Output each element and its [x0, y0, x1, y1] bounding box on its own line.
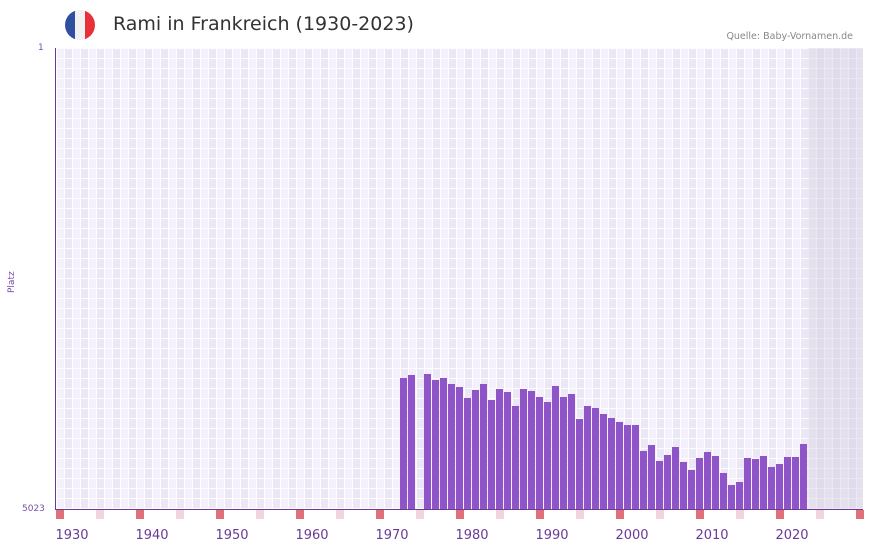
bar-1995[interactable] — [584, 406, 591, 509]
bar-2008[interactable] — [688, 470, 695, 509]
half-decade-marker — [176, 510, 184, 519]
bar-1972[interactable] — [400, 378, 407, 509]
half-decade-marker — [96, 510, 104, 519]
decade-marker — [616, 510, 624, 519]
decade-marker — [776, 510, 784, 519]
bar-2004[interactable] — [656, 461, 663, 509]
flag-blue — [65, 10, 75, 40]
half-decade-marker — [496, 510, 504, 519]
bar-1986[interactable] — [512, 406, 519, 509]
bar-2022[interactable] — [800, 444, 807, 509]
decade-marker — [296, 510, 304, 519]
bar-1991[interactable] — [552, 386, 559, 509]
half-decade-marker — [416, 510, 424, 519]
x-tick-label: 2000 — [615, 528, 649, 543]
x-tick-label: 1940 — [135, 528, 169, 543]
bar-2000[interactable] — [624, 425, 631, 509]
y-tick-top: 1 — [38, 43, 44, 53]
bar-1998[interactable] — [608, 418, 615, 509]
bar-2002[interactable] — [640, 451, 647, 509]
x-tick-label: 1980 — [455, 528, 489, 543]
bar-1982[interactable] — [480, 384, 487, 509]
decade-marker — [456, 510, 464, 519]
y-axis-line — [55, 48, 56, 510]
half-decade-marker — [816, 510, 824, 519]
half-decade-marker — [256, 510, 264, 519]
decade-marker — [56, 510, 64, 519]
plot-area — [56, 48, 863, 509]
bar-2018[interactable] — [768, 467, 775, 509]
bar-1985[interactable] — [504, 392, 511, 509]
x-axis-line — [55, 509, 863, 510]
chart-title: Rami in Frankreich (1930-2023) — [113, 13, 414, 35]
decade-marker — [856, 510, 864, 519]
decade-marker — [536, 510, 544, 519]
bar-1993[interactable] — [568, 394, 575, 509]
bar-2007[interactable] — [680, 462, 687, 509]
bar-2012[interactable] — [720, 473, 727, 509]
bar-2015[interactable] — [744, 458, 751, 509]
bar-1990[interactable] — [544, 402, 551, 509]
bar-2019[interactable] — [776, 464, 783, 509]
bar-2013[interactable] — [728, 485, 735, 509]
bar-1994[interactable] — [576, 419, 583, 509]
bar-1987[interactable] — [520, 389, 527, 509]
flag-red — [85, 10, 95, 40]
bar-2005[interactable] — [664, 455, 671, 509]
x-tick-label: 1960 — [295, 528, 329, 543]
bar-2021[interactable] — [792, 457, 799, 509]
bar-1973[interactable] — [408, 375, 415, 509]
decade-marker — [216, 510, 224, 519]
bar-1997[interactable] — [600, 414, 607, 509]
bar-1976[interactable] — [432, 380, 439, 509]
decade-marker — [136, 510, 144, 519]
bar-2009[interactable] — [696, 458, 703, 509]
bar-1980[interactable] — [464, 398, 471, 509]
bar-2011[interactable] — [712, 456, 719, 509]
bar-1989[interactable] — [536, 397, 543, 509]
source-credit: Quelle: Baby-Vornamen.de — [726, 31, 853, 42]
bar-1977[interactable] — [440, 378, 447, 509]
half-decade-marker — [576, 510, 584, 519]
half-decade-marker — [336, 510, 344, 519]
bar-1981[interactable] — [472, 390, 479, 509]
y-tick-bottom: 5023 — [22, 504, 45, 514]
decade-marker — [696, 510, 704, 519]
bar-2010[interactable] — [704, 452, 711, 509]
bar-2020[interactable] — [784, 457, 791, 509]
bar-1975[interactable] — [424, 374, 431, 509]
bar-2006[interactable] — [672, 447, 679, 509]
france-flag-icon — [65, 10, 95, 40]
half-decade-marker — [736, 510, 744, 519]
x-tick-label: 1930 — [55, 528, 89, 543]
x-tick-label: 1970 — [375, 528, 409, 543]
bar-1983[interactable] — [488, 400, 495, 509]
bar-2003[interactable] — [648, 445, 655, 509]
bar-1996[interactable] — [592, 408, 599, 509]
flag-white — [75, 10, 85, 40]
future-shade — [808, 48, 863, 509]
decade-marker — [376, 510, 384, 519]
y-axis-label: Platz — [7, 271, 17, 293]
bar-2017[interactable] — [760, 456, 767, 509]
x-tick-label: 1990 — [535, 528, 569, 543]
bar-1978[interactable] — [448, 384, 455, 509]
x-tick-label: 1950 — [215, 528, 249, 543]
bar-1988[interactable] — [528, 391, 535, 509]
half-decade-marker — [656, 510, 664, 519]
bar-2001[interactable] — [632, 425, 639, 509]
bar-1984[interactable] — [496, 389, 503, 509]
bar-1992[interactable] — [560, 397, 567, 509]
bar-2014[interactable] — [736, 482, 743, 509]
bar-1999[interactable] — [616, 422, 623, 509]
bar-1979[interactable] — [456, 387, 463, 509]
x-tick-label: 2010 — [695, 528, 729, 543]
x-tick-label: 2020 — [775, 528, 809, 543]
bar-2016[interactable] — [752, 459, 759, 509]
